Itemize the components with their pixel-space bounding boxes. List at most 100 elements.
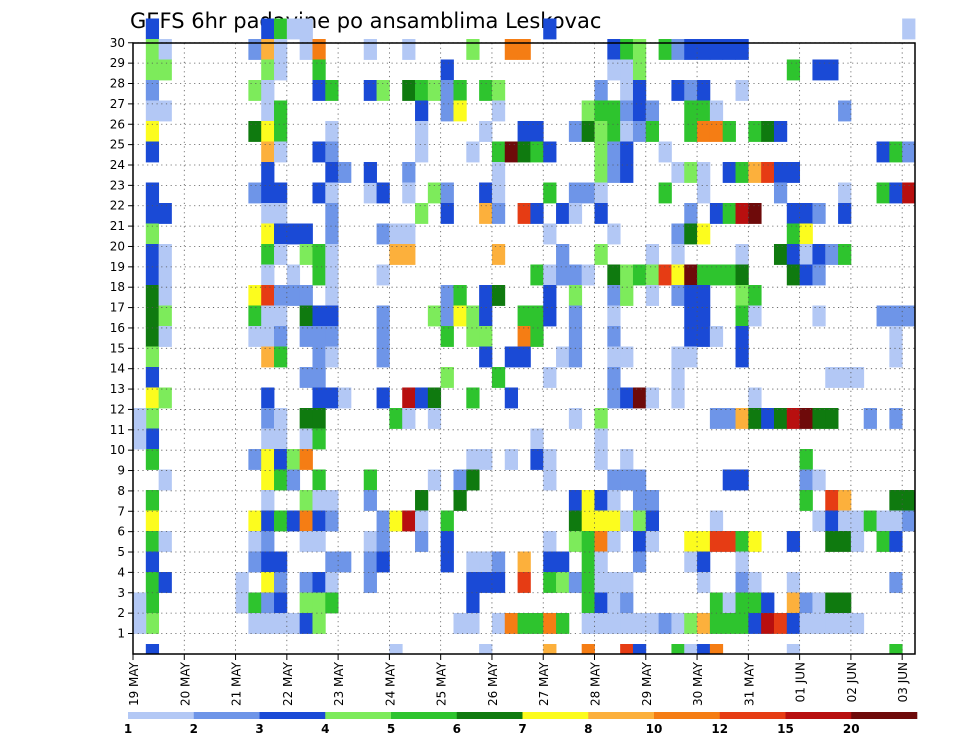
heatmap-cell: [863, 408, 877, 429]
heatmap-cell: [568, 531, 583, 552]
heatmap-cell: [543, 285, 557, 306]
heatmap-cell: [607, 510, 621, 532]
heatmap-cell: [440, 203, 454, 224]
heatmap-cell: [735, 346, 749, 368]
heatmap-cell: [735, 592, 749, 614]
heatmap-cell: [568, 408, 583, 429]
heatmap-cell: [594, 551, 608, 573]
heatmap-cell: [338, 387, 352, 409]
heatmap-cell: [248, 39, 262, 60]
x-tick-label: 26 MAY: [486, 661, 500, 706]
heatmap-cell: [581, 490, 595, 511]
heatmap-cell: [543, 264, 557, 286]
heatmap-cell: [466, 141, 480, 163]
heatmap-cell: [748, 121, 762, 142]
heatmap-cell: [671, 162, 685, 183]
heatmap-cell: [799, 613, 813, 634]
heatmap-cell: [889, 182, 903, 204]
heatmap-cell: [594, 80, 608, 101]
legend-swatch: [325, 712, 392, 719]
heatmap-cell: [517, 141, 531, 163]
heatmap-cell: [261, 531, 275, 552]
heatmap-cell: [607, 141, 621, 163]
heatmap-cell: [773, 121, 788, 142]
heatmap-cell: [620, 449, 634, 470]
heatmap-cell: [620, 346, 634, 368]
heatmap-cell: [838, 203, 852, 224]
heatmap-cell: [530, 141, 544, 163]
heatmap-cell: [902, 510, 916, 532]
legend-swatch: [654, 712, 721, 719]
heatmap-cell: [645, 490, 660, 511]
heatmap-cell: [658, 39, 672, 60]
heatmap-cell: [145, 244, 160, 265]
heatmap-cell: [543, 551, 557, 573]
heatmap-cell: [466, 449, 480, 470]
heatmap-cell: [274, 408, 288, 429]
heatmap-cell: [427, 305, 442, 327]
y-tick-label: 12: [110, 402, 125, 416]
heatmap-cell: [709, 100, 724, 122]
heatmap-cell: [632, 490, 647, 511]
heatmap-cell: [376, 346, 390, 368]
heatmap-cell: [658, 264, 672, 286]
heatmap-cell: [491, 572, 506, 593]
heatmap-cell: [709, 264, 724, 286]
heatmap-cell: [248, 449, 262, 470]
heatmap-cell: [581, 182, 595, 204]
heatmap-cell: [568, 572, 583, 593]
heatmap-cell: [261, 551, 275, 573]
heatmap-cell: [466, 613, 480, 634]
heatmap-cell: [620, 100, 634, 122]
heatmap-cell: [594, 592, 608, 614]
y-tick-label: 14: [110, 362, 125, 376]
heatmap-cell: [530, 449, 544, 470]
heatmap-cell: [581, 121, 595, 142]
heatmap-cell: [850, 367, 865, 388]
heatmap-cell: [158, 244, 172, 265]
heatmap-cell: [709, 510, 724, 532]
heatmap-cell: [479, 182, 493, 204]
heatmap-cell: [799, 469, 813, 491]
heatmap-cell: [286, 18, 301, 40]
heatmap-cell: [299, 367, 313, 388]
heatmap-cell: [773, 244, 788, 265]
heatmap-cell: [261, 613, 275, 634]
heatmap-cell: [261, 326, 275, 347]
heatmap-cell: [466, 326, 480, 347]
heatmap-cell: [671, 285, 685, 306]
heatmap-cell: [325, 551, 339, 573]
heatmap-cell: [145, 203, 160, 224]
heatmap-cell: [491, 203, 506, 224]
heatmap-cell: [812, 510, 826, 532]
heatmap-cell: [299, 510, 313, 532]
heatmap-cell: [440, 326, 454, 347]
heatmap-cell: [530, 264, 544, 286]
heatmap-cell: [274, 469, 288, 491]
heatmap-cell: [145, 428, 160, 450]
heatmap-cell: [440, 305, 454, 327]
heatmap-cell: [697, 305, 711, 327]
heatmap-cell: [325, 305, 339, 327]
heatmap-cell: [248, 510, 262, 532]
heatmap-cell: [299, 285, 313, 306]
heatmap-cell: [389, 408, 403, 429]
heatmap-cell: [876, 531, 890, 552]
heatmap-cell: [671, 244, 685, 265]
heatmap-cell: [145, 490, 160, 511]
heatmap-cell: [607, 326, 621, 347]
heatmap-cell: [274, 59, 288, 81]
heatmap-cell: [145, 387, 160, 409]
heatmap-cell: [338, 551, 352, 573]
heatmap-cell: [325, 510, 339, 532]
heatmap-cell: [786, 531, 801, 552]
heatmap-cell: [799, 408, 813, 429]
heatmap-cell: [389, 244, 403, 265]
heatmap-cell: [556, 613, 570, 634]
heatmap-cell: [427, 80, 442, 101]
heatmap-cell: [145, 408, 160, 429]
heatmap-cell: [145, 39, 160, 60]
heatmap-cell: [838, 510, 852, 532]
heatmap-cell: [607, 592, 621, 614]
heatmap-cell: [235, 592, 249, 614]
